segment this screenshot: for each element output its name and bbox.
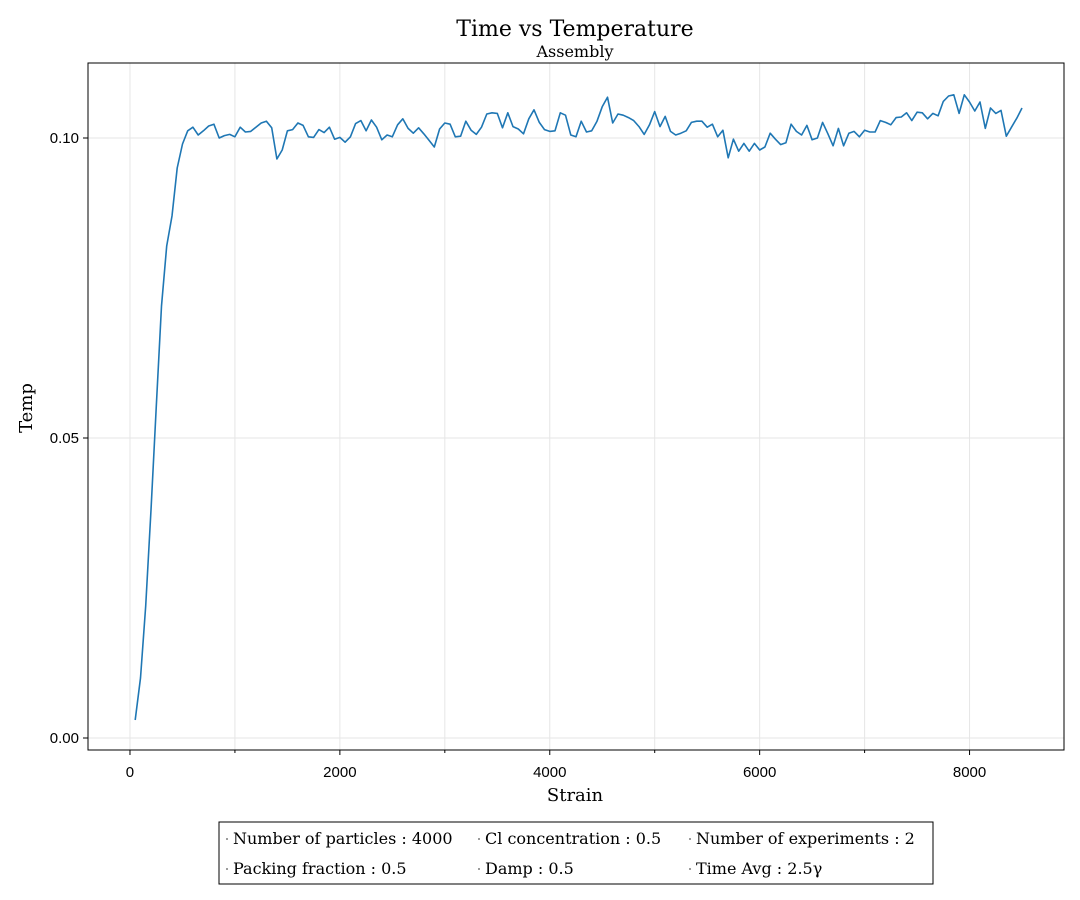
legend-box <box>218 821 934 885</box>
chart-title: Time vs Temperature <box>456 17 693 42</box>
legend-entry: Packing fraction : 0.5 <box>233 859 407 878</box>
legend-marker <box>226 838 228 840</box>
x-tick-label: 6000 <box>743 764 776 781</box>
x-tick-label: 4000 <box>533 764 566 781</box>
x-tick-label: 2000 <box>323 764 356 781</box>
x-tick-label: 8000 <box>953 764 986 781</box>
ticks: 0 2000 4000 6000 8000 0.00 0.05 0.10 <box>50 130 986 781</box>
grid <box>88 63 1064 750</box>
x-axis-label: Strain <box>547 785 604 806</box>
legend-entry: Damp : 0.5 <box>485 859 574 878</box>
legend-marker <box>226 868 228 870</box>
y-tick-label: 0.05 <box>50 430 79 447</box>
legend-marker <box>478 838 480 840</box>
legend-entry: Time Avg : 2.5γ <box>696 859 822 878</box>
legend-marker <box>689 868 691 870</box>
legend-marker <box>478 868 480 870</box>
legend: Number of particles : 4000 Cl concentrati… <box>218 821 934 885</box>
legend-entry: Number of particles : 4000 <box>233 829 453 848</box>
plot-area <box>134 94 1023 721</box>
legend-marker <box>689 838 691 840</box>
plot-frame <box>87 62 1065 751</box>
y-tick-label: 0.00 <box>50 730 79 747</box>
x-tick-label: 0 <box>126 764 134 781</box>
legend-entry: Number of experiments : 2 <box>696 829 915 848</box>
y-tick-label: 0.10 <box>50 130 79 147</box>
y-axis-label: Temp <box>16 383 37 433</box>
chart-subtitle: Assembly <box>535 42 613 61</box>
legend-entry: Cl concentration : 0.5 <box>485 829 661 848</box>
series-line <box>134 94 1023 721</box>
